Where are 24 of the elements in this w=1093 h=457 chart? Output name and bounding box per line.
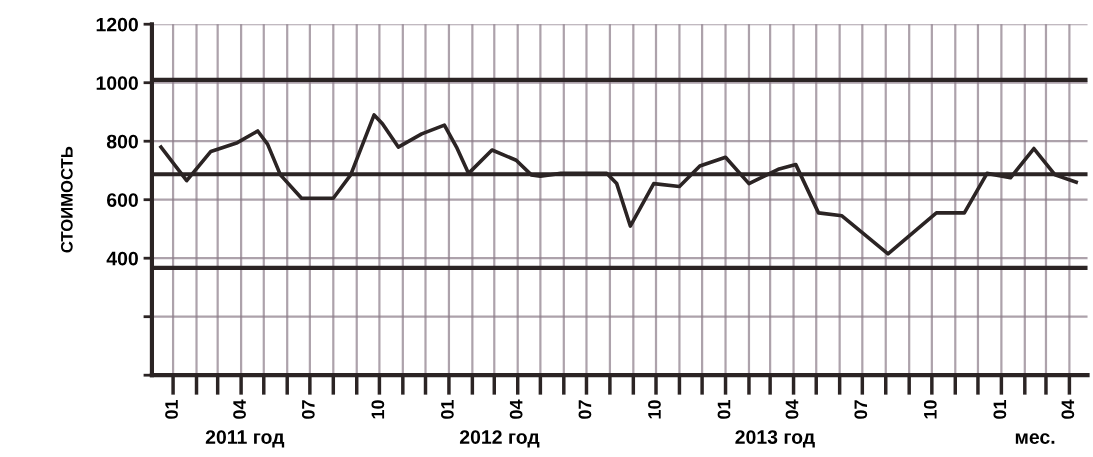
x-tick-label: 10 [648, 400, 661, 419]
x-tick-label: 01 [440, 400, 454, 419]
x-tick-label: 07 [301, 400, 315, 419]
text: 2011 год [205, 430, 285, 448]
x-tick-label: 10 [371, 400, 385, 419]
x-tick-label: 07 [578, 400, 592, 419]
x-tick-label: 10 [923, 400, 937, 419]
y-tick-label: 600 [107, 193, 138, 207]
x-tick-label: 04 [1061, 399, 1075, 419]
y-tick-label: 400 [106, 251, 138, 266]
x-tick-label: 04 [785, 399, 799, 419]
text: 2013 год [735, 430, 815, 448]
text: мес. [1015, 433, 1055, 444]
x-tick-label: 07 [854, 400, 868, 419]
y-tick-label: 1200 [96, 17, 138, 32]
y-tick-label: 1000 [96, 76, 138, 90]
x-tick-label: 01 [717, 400, 731, 419]
y-axis-title: СТОИМОСТЬ [60, 146, 73, 253]
text: 2012 год [459, 430, 540, 448]
x-tick-label: 01 [165, 400, 178, 419]
x-tick-label: 01 [993, 400, 1007, 419]
x-tick-label: 04 [233, 399, 246, 419]
x-tick-label: 04 [509, 399, 523, 419]
y-tick-label: 800 [106, 134, 138, 149]
